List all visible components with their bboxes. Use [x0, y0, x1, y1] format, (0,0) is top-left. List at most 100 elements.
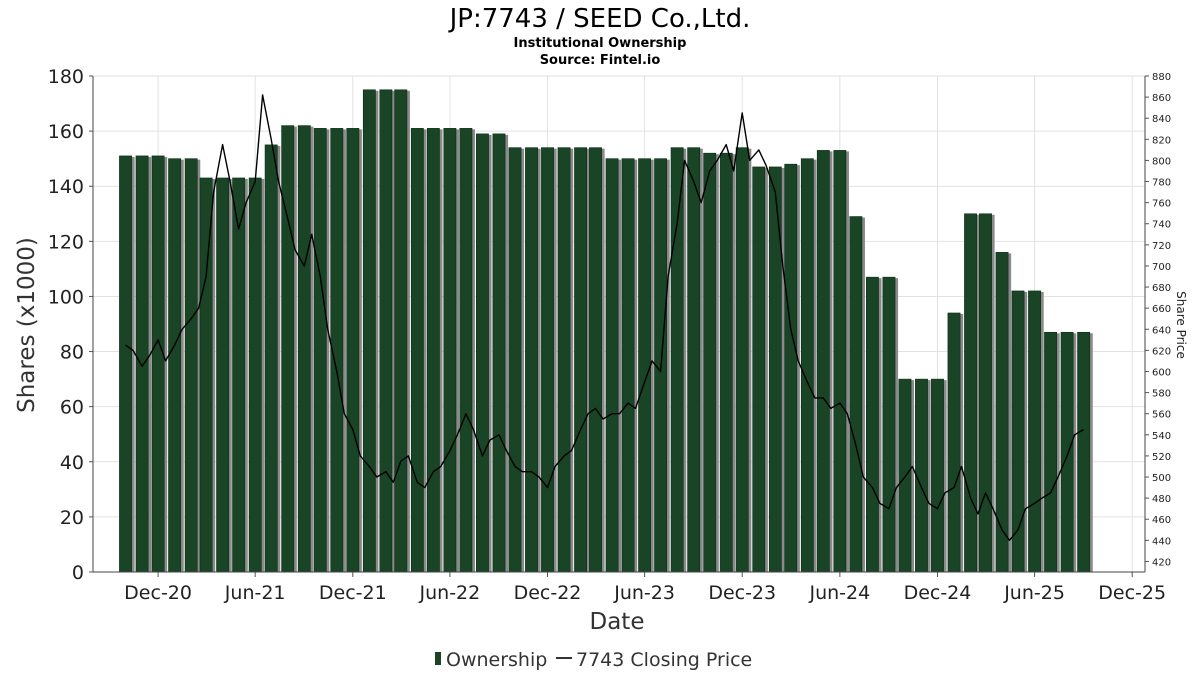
- ownership-bar: [621, 158, 638, 573]
- ownership-bar: [687, 147, 703, 573]
- bar-body: [362, 89, 376, 573]
- y2-tick-label: 660: [1152, 304, 1171, 315]
- y2-tick-label: 740: [1152, 220, 1171, 231]
- ownership-bar: [915, 378, 931, 573]
- bar-body: [313, 128, 327, 573]
- y-tick-label: 20: [60, 507, 84, 529]
- legend: Ownership 7743 Closing Price: [435, 649, 752, 671]
- legend-ownership-swatch: [435, 652, 441, 665]
- ownership-bar: [508, 147, 525, 573]
- bar-body: [557, 147, 571, 573]
- price-line: [125, 94, 1085, 541]
- x-axis-label: Date: [590, 609, 645, 635]
- y2-tick-label: 560: [1152, 410, 1171, 421]
- ownership-bar: [865, 276, 882, 573]
- bar-body: [1044, 331, 1057, 573]
- bar-body: [833, 150, 847, 573]
- bar-body: [898, 378, 912, 573]
- y2-tick-label: 880: [1152, 72, 1171, 83]
- bar-body: [476, 133, 489, 573]
- x-tick-label: Jun-23: [613, 582, 675, 604]
- ownership-bar: [119, 155, 135, 573]
- ownership-bar: [410, 128, 427, 573]
- bar-body: [232, 177, 246, 573]
- bar-body: [525, 147, 538, 573]
- ownership-bar: [476, 133, 492, 573]
- y2-tick-label: 800: [1152, 156, 1171, 167]
- ownership-bar: [199, 177, 216, 573]
- y2-axis-label: Share Price: [1174, 291, 1188, 359]
- ownership-bar: [670, 147, 687, 573]
- y2-tick-label: 840: [1152, 114, 1171, 125]
- y-tick-label: 0: [72, 562, 84, 584]
- bar-body: [849, 216, 863, 573]
- x-tick-label: Dec-22: [514, 582, 582, 604]
- ownership-bar: [264, 144, 281, 573]
- ownership-bar: [605, 158, 622, 573]
- x-tick-label: Dec-21: [319, 582, 387, 604]
- bar-body: [394, 89, 408, 573]
- bar-body: [1028, 290, 1041, 573]
- ownership-bar: [1011, 290, 1028, 573]
- ownership-bar: [346, 128, 362, 573]
- ownership-bar: [394, 89, 410, 573]
- bar-body: [199, 177, 213, 573]
- y2-tick-label: 500: [1152, 473, 1171, 484]
- ownership-bar: [784, 163, 800, 573]
- ownership-bar: [931, 378, 947, 573]
- ownership-bar: [882, 276, 899, 573]
- y-axis-label: Shares (x1000): [14, 237, 40, 413]
- bar-body: [248, 177, 262, 573]
- bar-body: [605, 158, 619, 573]
- y2-tick-label: 820: [1152, 135, 1171, 146]
- y2-tick-label: 440: [1152, 536, 1171, 547]
- ownership-bar: [557, 147, 574, 573]
- bar-body: [931, 378, 944, 573]
- y-tick-label: 60: [60, 397, 84, 419]
- ownership-bar: [362, 89, 379, 573]
- y-tick-label: 80: [60, 342, 84, 364]
- legend-price-label: 7743 Closing Price: [576, 649, 752, 671]
- ownership-bar: [525, 147, 541, 573]
- ownership-bar: [281, 125, 297, 573]
- y-tick-label: 100: [48, 286, 84, 308]
- bar-body: [784, 163, 798, 573]
- bar-body: [135, 155, 149, 573]
- bar-body: [947, 312, 961, 573]
- bar-body: [168, 158, 182, 573]
- x-tick-label: Dec-25: [1098, 582, 1166, 604]
- bar-body: [670, 147, 684, 573]
- bar-body: [964, 213, 977, 573]
- x-tick-label: Jun-21: [224, 582, 286, 604]
- ownership-bar: [849, 216, 865, 573]
- bar-body: [979, 213, 992, 573]
- ownership-bar: [768, 166, 785, 573]
- bar-body: [379, 89, 393, 573]
- bar-body: [638, 158, 652, 573]
- bar-body: [216, 177, 230, 573]
- y2-tick-label: 520: [1152, 452, 1171, 463]
- x-tick-label: Jun-24: [808, 582, 870, 604]
- ownership-bar: [898, 378, 915, 573]
- y2-tick-label: 420: [1152, 557, 1171, 568]
- bar-body: [492, 133, 506, 573]
- y-tick-label: 140: [48, 176, 84, 198]
- bar-body: [915, 378, 928, 573]
- ownership-bar: [313, 128, 330, 573]
- axes: 0 20 40 60 80 100 120 140 160 180 Dec-20 Jun-21 Dec-…: [48, 66, 1171, 604]
- bar-body: [119, 155, 132, 573]
- ownership-bar: [995, 252, 1012, 573]
- y2-tick-label: 680: [1152, 283, 1171, 294]
- ownership-bar: [459, 128, 476, 573]
- bar-body: [459, 128, 473, 573]
- ownership-bar: [1060, 331, 1077, 573]
- bar-body: [426, 128, 440, 573]
- y-tick-label: 40: [60, 452, 84, 474]
- x-tick-label: Dec-24: [904, 582, 972, 604]
- ownership-bar: [379, 89, 395, 573]
- bar-body: [1077, 331, 1091, 573]
- y2-tick-label: 480: [1152, 494, 1171, 505]
- bar-body: [703, 152, 717, 573]
- bar-body: [508, 147, 522, 573]
- ownership-bar: [1077, 331, 1093, 573]
